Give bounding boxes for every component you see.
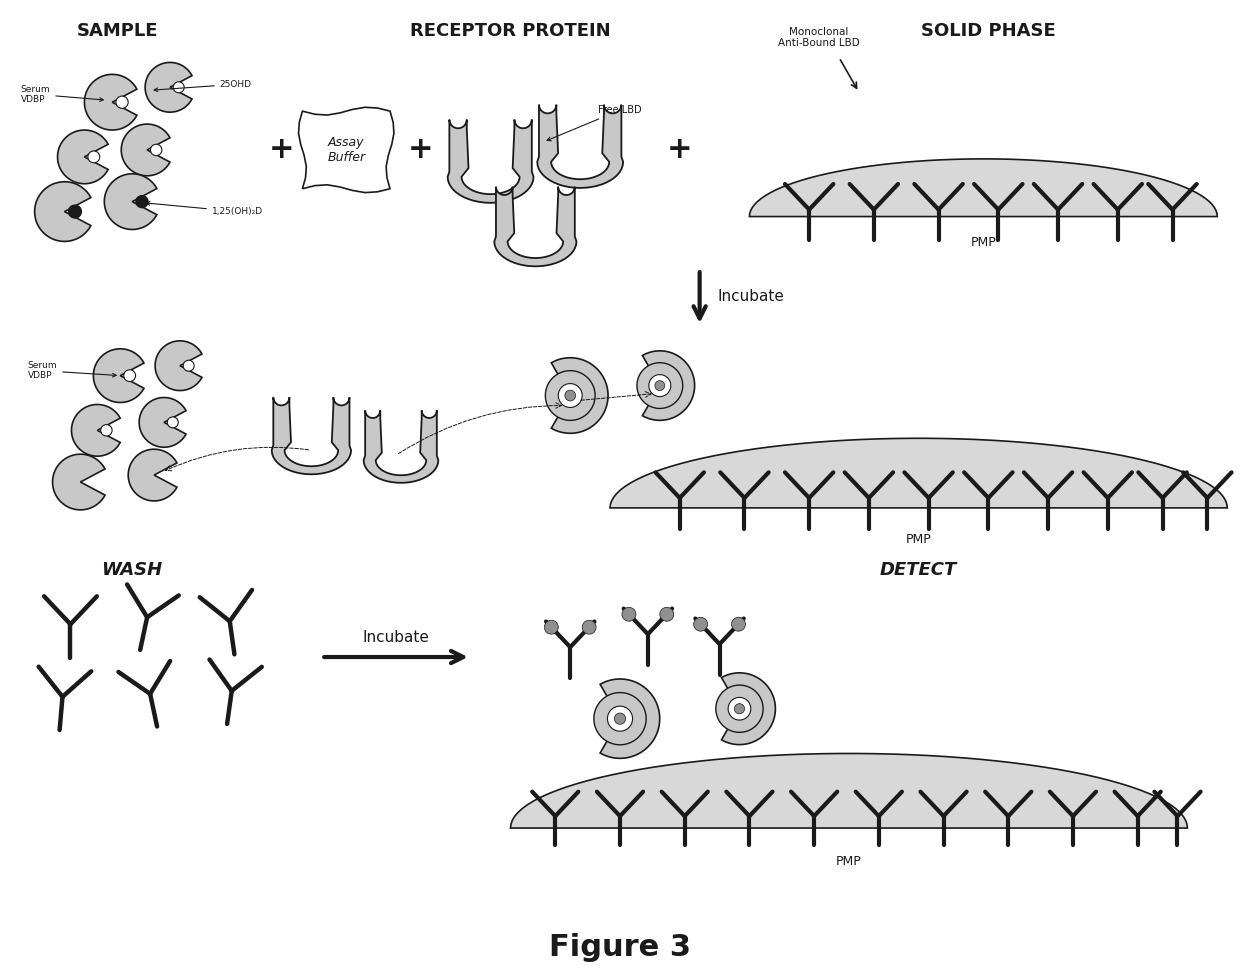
Circle shape	[614, 713, 626, 725]
Text: 1,25(OH)₂D: 1,25(OH)₂D	[146, 202, 263, 216]
Text: Assay
Buffer: Assay Buffer	[327, 136, 366, 164]
Polygon shape	[363, 410, 438, 483]
Polygon shape	[537, 104, 624, 188]
Polygon shape	[642, 351, 694, 421]
Text: PMP: PMP	[905, 533, 931, 545]
Circle shape	[732, 618, 745, 631]
Polygon shape	[104, 173, 156, 230]
Polygon shape	[72, 404, 120, 456]
Circle shape	[734, 703, 744, 714]
Text: +: +	[269, 135, 294, 165]
Polygon shape	[299, 107, 394, 193]
Polygon shape	[155, 341, 202, 391]
Text: Incubate: Incubate	[718, 288, 785, 304]
Circle shape	[184, 360, 195, 371]
Circle shape	[544, 620, 558, 634]
Polygon shape	[594, 693, 646, 745]
Polygon shape	[649, 375, 671, 396]
Circle shape	[150, 144, 162, 156]
Text: DETECT: DETECT	[880, 560, 957, 579]
Polygon shape	[610, 438, 1228, 507]
Circle shape	[655, 381, 665, 391]
Polygon shape	[272, 397, 351, 474]
Polygon shape	[600, 679, 660, 759]
Polygon shape	[122, 124, 170, 175]
Polygon shape	[728, 697, 750, 720]
Text: PMP: PMP	[971, 236, 996, 249]
Circle shape	[100, 425, 112, 436]
Circle shape	[88, 151, 99, 163]
Polygon shape	[511, 754, 1188, 828]
Polygon shape	[128, 449, 177, 501]
Polygon shape	[93, 349, 144, 402]
Circle shape	[68, 205, 82, 218]
Circle shape	[124, 370, 135, 382]
Text: +: +	[667, 135, 693, 165]
Polygon shape	[57, 131, 108, 184]
Polygon shape	[139, 397, 186, 447]
Polygon shape	[715, 685, 763, 732]
Polygon shape	[35, 182, 91, 242]
Polygon shape	[722, 673, 775, 744]
Polygon shape	[637, 362, 683, 408]
Polygon shape	[52, 454, 105, 509]
Circle shape	[693, 618, 708, 631]
Polygon shape	[552, 357, 608, 433]
Polygon shape	[495, 187, 577, 266]
Text: Figure 3: Figure 3	[549, 933, 691, 962]
Circle shape	[167, 417, 179, 428]
Text: Monoclonal
Anti-Bound LBD: Monoclonal Anti-Bound LBD	[779, 26, 861, 49]
Text: WASH: WASH	[102, 560, 162, 579]
Polygon shape	[448, 120, 533, 203]
Text: Serum
VDBP: Serum VDBP	[27, 361, 117, 381]
Text: SAMPLE: SAMPLE	[77, 21, 157, 40]
Circle shape	[660, 608, 673, 621]
Text: Incubate: Incubate	[362, 629, 429, 645]
Text: SOLID PHASE: SOLID PHASE	[921, 21, 1055, 40]
Polygon shape	[749, 159, 1218, 216]
Circle shape	[582, 620, 596, 634]
Circle shape	[622, 608, 636, 621]
Text: Free LBD: Free LBD	[547, 105, 642, 140]
Text: 25OHD: 25OHD	[154, 80, 252, 92]
Text: RECEPTOR PROTEIN: RECEPTOR PROTEIN	[410, 21, 611, 40]
Polygon shape	[558, 384, 582, 407]
Polygon shape	[84, 74, 136, 131]
Polygon shape	[608, 706, 632, 731]
Circle shape	[174, 82, 185, 93]
Polygon shape	[145, 62, 192, 112]
Polygon shape	[546, 371, 595, 421]
Circle shape	[565, 391, 575, 401]
Text: Serum
VDBP: Serum VDBP	[21, 85, 103, 104]
Text: PMP: PMP	[836, 855, 862, 868]
Text: +: +	[408, 135, 434, 165]
Circle shape	[115, 96, 128, 108]
Circle shape	[136, 196, 148, 207]
